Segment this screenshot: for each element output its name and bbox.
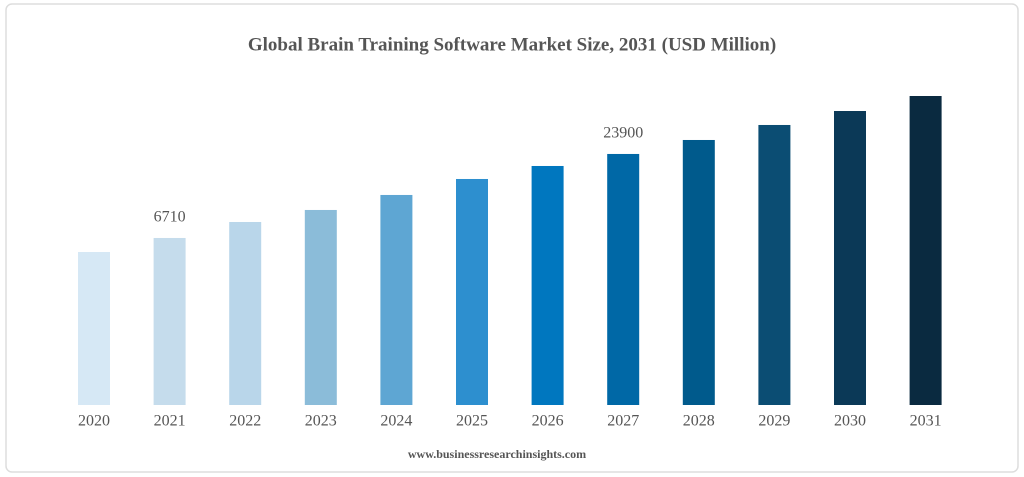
bar xyxy=(758,124,791,405)
x-tick-label: 2022 xyxy=(229,413,261,430)
bar xyxy=(909,96,942,405)
x-tick-label: 2020 xyxy=(78,413,110,430)
x-tick-label: 2031 xyxy=(910,413,942,430)
bar xyxy=(78,252,110,405)
bar xyxy=(682,139,715,405)
x-tick-label: 2027 xyxy=(607,413,639,430)
x-tick-label: 2029 xyxy=(758,413,790,430)
x-tick-label: 2024 xyxy=(380,413,412,430)
x-tick-label: 2023 xyxy=(305,413,337,430)
bar xyxy=(607,153,640,405)
bar xyxy=(304,209,337,405)
bar xyxy=(456,178,488,405)
bar xyxy=(531,165,564,405)
x-tick-label: 2026 xyxy=(532,413,564,430)
x-tick-label: 2025 xyxy=(456,413,488,430)
source: www.businessresearchinsights.com xyxy=(408,447,586,461)
bar xyxy=(229,221,262,405)
bar xyxy=(834,111,866,406)
bar xyxy=(153,237,186,405)
value-label: 23900 xyxy=(603,125,643,142)
x-tick-label: 2028 xyxy=(683,413,715,430)
x-tick-label: 2021 xyxy=(154,413,186,430)
chart-title: Global Brain Training Software Market Si… xyxy=(248,34,776,55)
value-label: 6710 xyxy=(154,209,186,226)
bar xyxy=(380,194,413,405)
x-tick-label: 2030 xyxy=(834,413,866,430)
